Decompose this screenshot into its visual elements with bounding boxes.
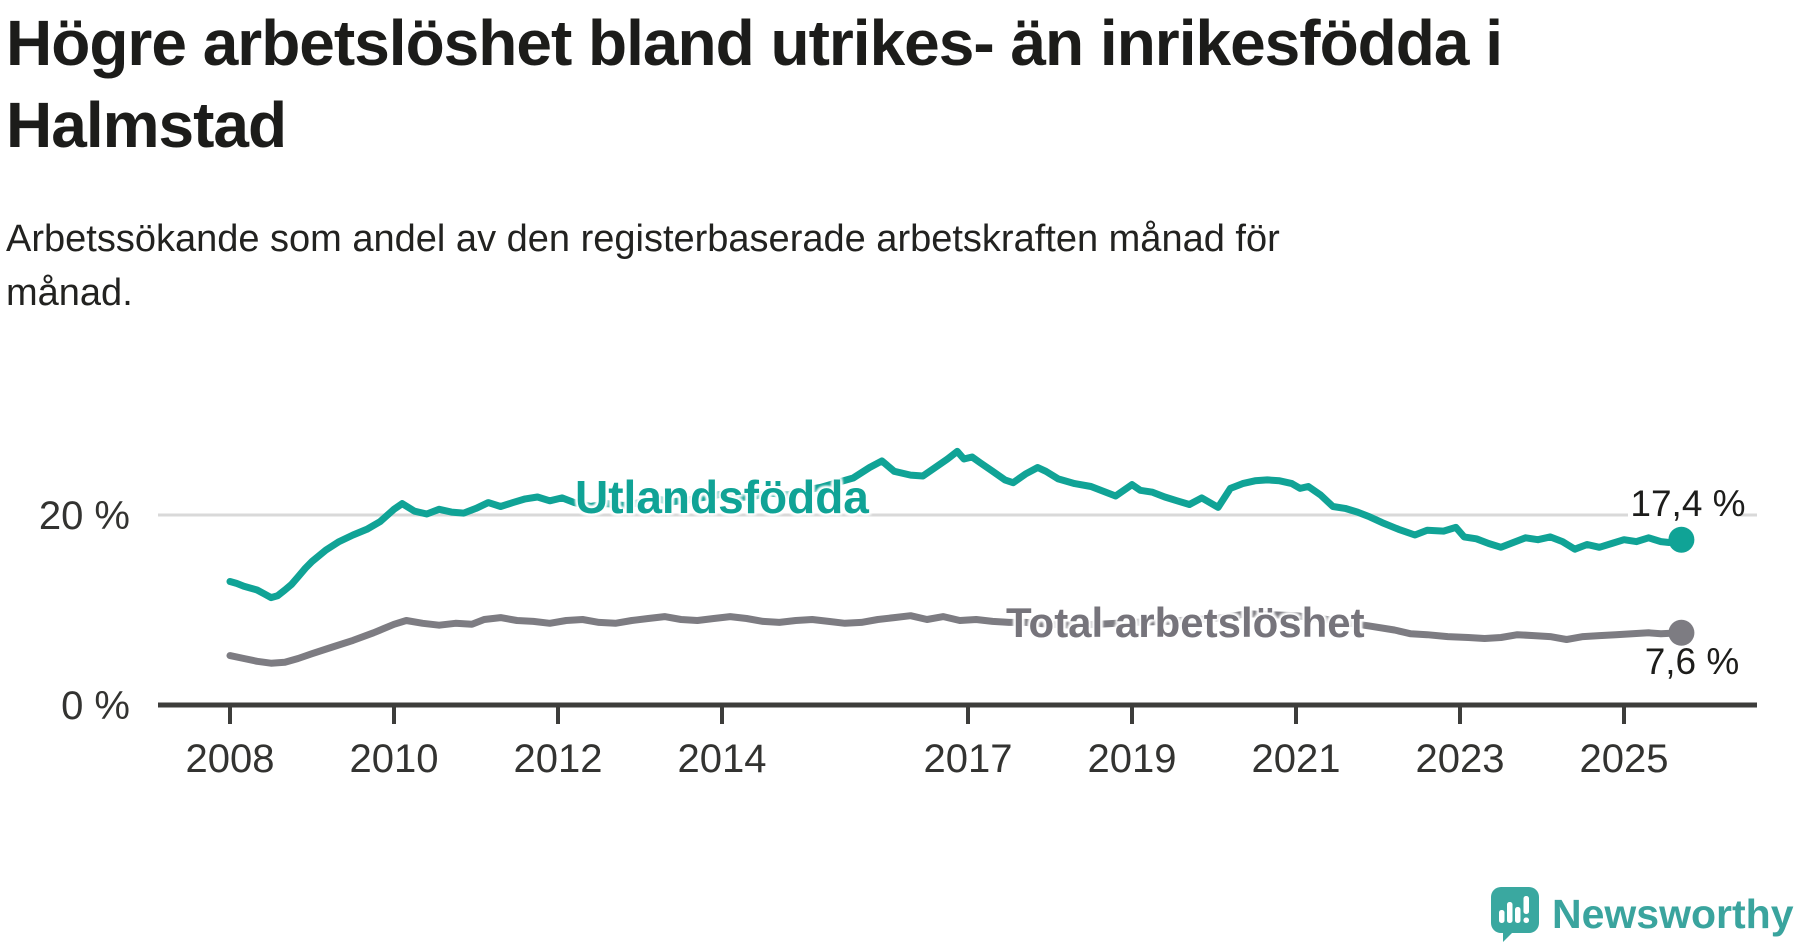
x-tick-label-2012: 2012 xyxy=(514,737,603,781)
series-label-total-arbetsloshet: Total arbetslöshet xyxy=(1006,599,1365,646)
x-tick-label-2014: 2014 xyxy=(678,737,767,781)
end-dot-series-1 xyxy=(1668,619,1695,646)
page-title: Högre arbetslöshet bland utrikes- än inr… xyxy=(6,2,1786,166)
end-value-label-utlandsfodda: 17,4 % xyxy=(1630,483,1746,524)
x-tick-label-2019: 2019 xyxy=(1088,737,1177,781)
x-tick-label-2023: 2023 xyxy=(1416,737,1505,781)
x-tick-label-2017: 2017 xyxy=(924,737,1013,781)
newsworthy-logo-text: Newsworthy xyxy=(1552,891,1794,937)
x-tick-label-2010: 2010 xyxy=(350,737,439,781)
bar-1 xyxy=(1499,910,1505,923)
subtitle-line-1: Arbetssökande som andel av den registerb… xyxy=(6,218,1280,260)
subtitle-line-2: månad. xyxy=(6,272,133,314)
series-label-utlandsfodda: Utlandsfödda xyxy=(575,471,869,523)
x-tick-label-2008: 2008 xyxy=(186,737,275,781)
x-tick-label-2021: 2021 xyxy=(1252,737,1341,781)
bar-3 xyxy=(1515,907,1521,923)
line-series-1 xyxy=(226,610,1685,667)
y-tick-label-0: 0 % xyxy=(61,684,130,728)
exclamation-dot xyxy=(1523,917,1529,923)
x-tick-label-2025: 2025 xyxy=(1580,737,1669,781)
title-line-1: Högre arbetslöshet bland utrikes- än inr… xyxy=(6,7,1503,79)
exclamation-stem xyxy=(1523,896,1529,914)
newsworthy-logo-icon xyxy=(1491,887,1539,942)
bar-2 xyxy=(1507,902,1513,923)
y-tick-label-20: 20 % xyxy=(39,494,130,538)
newsworthy-logo: Newsworthy xyxy=(1490,884,1794,944)
title-line-2: Halmstad xyxy=(6,89,287,161)
line-series-0 xyxy=(226,447,1685,602)
end-value-label-total: 7,6 % xyxy=(1644,641,1740,682)
page-subtitle: Arbetssökande som andel av den registerb… xyxy=(6,212,1466,320)
end-dot-series-0 xyxy=(1668,526,1695,553)
